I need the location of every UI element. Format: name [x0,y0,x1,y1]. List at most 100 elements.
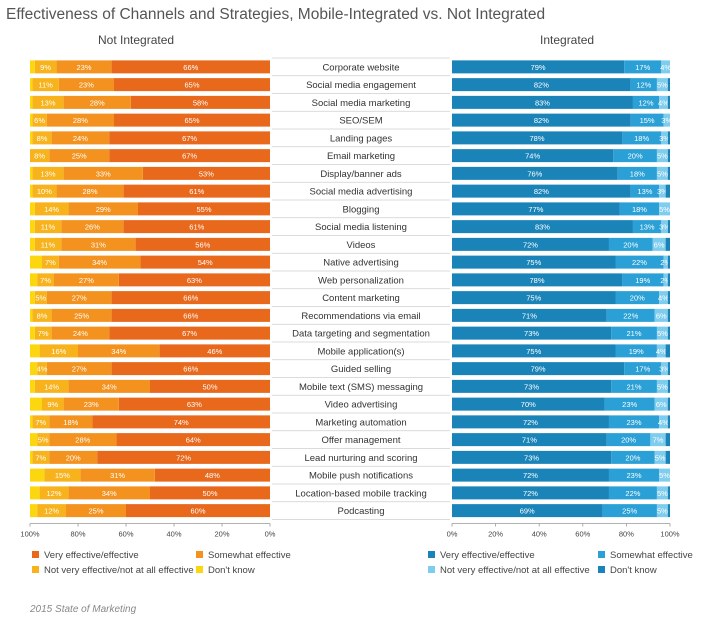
bar-right-don-t-know-display-banner-ads [667,166,670,180]
bar-right-not-very-effective-not-at-all-effective-offer-management [650,433,666,447]
bar-left-very-effective-effective-corporate-website [111,60,270,74]
bar-left-don-t-know-data-targeting-and-segmentation [30,326,35,340]
bar-left-very-effective-effective-mobile-application-s [159,344,270,358]
data-label-right-social-media-listening: 3% [659,223,670,232]
data-label-right-native-advertising: 22% [632,258,647,267]
bar-right-very-effective-effective-mobile-application-s [452,344,616,358]
category-label-marketing-automation: Marketing automation [315,417,406,428]
data-label-right-marketing-automation: 23% [627,418,642,427]
data-label-left-videos: 31% [91,240,106,249]
bar-left-very-effective-effective-lead-nurturing-and-scoring [97,450,270,464]
data-label-right-blogging: 18% [632,205,647,214]
data-label-left-guided-selling: 66% [183,365,198,374]
data-label-left-offer-management: 28% [75,436,90,445]
bar-right-don-t-know-offer-management [665,433,670,447]
data-label-left-mobile-application-s: 34% [111,347,126,356]
bar-left-very-effective-effective-seo-sem [114,113,270,127]
data-label-right-seo-sem: 15% [640,116,655,125]
bar-left-not-very-effective-not-at-all-effective-email-marketing [30,149,50,163]
bar-right-somewhat-effective-seo-sem [630,113,664,127]
bar-left-not-very-effective-not-at-all-effective-location-based-mobile-tracking [39,486,69,500]
data-label-left-social-media-engagement: 23% [79,81,94,90]
data-label-left-corporate-website: 23% [76,63,91,72]
data-label-left-email-marketing: 25% [72,152,87,161]
bar-right-don-t-know-marketing-automation [667,415,670,429]
bar-right-very-effective-effective-mobile-push-notifications [452,468,609,482]
data-label-left-location-based-mobile-tracking: 12% [46,489,61,498]
category-label-web-personalization: Web personalization [318,275,404,286]
bar-left-don-t-know-mobile-application-s [30,344,40,358]
category-label-recommendations-via-email: Recommendations via email [301,311,420,322]
bar-right-somewhat-effective-guided-selling [624,362,662,376]
category-label-video-advertising: Video advertising [325,400,398,411]
bar-left-somewhat-effective-blogging [68,202,138,216]
bar-left-somewhat-effective-email-marketing [49,149,110,163]
category-label-native-advertising: Native advertising [323,258,399,269]
data-label-left-content-marketing: 66% [183,294,198,303]
data-label-left-social-media-engagement: 11% [38,81,53,90]
bar-right-don-t-know-email-marketing [667,149,670,163]
bar-left-very-effective-effective-mobile-push-notifications [154,468,270,482]
bar-left-don-t-know-marketing-automation [30,415,33,429]
bar-right-very-effective-effective-web-personalization [452,273,623,287]
data-label-right-display-banner-ads: 76% [527,169,542,178]
data-label-right-social-media-listening: 13% [640,223,655,232]
bar-right-somewhat-effective-podcasting [602,504,657,518]
bar-right-somewhat-effective-blogging [619,202,660,216]
data-label-right-podcasting: 25% [622,507,637,516]
bar-right-don-t-know-mobile-text-sms-messaging [667,379,670,393]
category-label-corporate-website: Corporate website [322,62,399,73]
bar-right-not-very-effective-not-at-all-effective-mobile-text-sms-messaging [656,379,668,393]
data-label-left-email-marketing: 67% [182,152,197,161]
data-label-right-marketing-automation: 72% [523,418,538,427]
category-label-content-marketing: Content marketing [322,293,400,304]
data-label-right-recommendations-via-email: 6% [656,311,667,320]
category-label-offer-management: Offer management [321,435,400,446]
bar-right-not-very-effective-not-at-all-effective-mobile-push-notifications [659,468,670,482]
data-label-right-corporate-website: 4% [660,63,671,72]
data-label-left-social-media-marketing: 13% [40,98,55,107]
legend-label-right-very-effective-effective: Very effective/effective [440,550,535,561]
data-label-left-video-advertising: 23% [84,400,99,409]
bar-left-don-t-know-content-marketing [30,291,35,305]
data-label-right-seo-sem: 3% [661,116,672,125]
data-label-right-lead-nurturing-and-scoring: 20% [625,453,640,462]
bar-left-very-effective-effective-email-marketing [109,149,270,163]
data-label-right-mobile-text-sms-messaging: 21% [627,382,642,391]
legend-swatch-right-somewhat-effective [598,551,605,558]
bar-right-somewhat-effective-data-targeting-and-segmentation [611,326,657,340]
right-panel-label: Integrated [540,33,595,47]
bar-right-somewhat-effective-display-banner-ads [617,166,657,180]
bar-left-somewhat-effective-corporate-website [56,60,112,74]
bar-left-somewhat-effective-native-advertising [58,255,141,269]
data-label-right-recommendations-via-email: 71% [522,311,537,320]
data-label-right-data-targeting-and-segmentation: 5% [657,329,668,338]
category-label-data-targeting-and-segmentation: Data targeting and segmentation [292,329,430,340]
bar-left-very-effective-effective-landing-pages [109,131,270,145]
data-label-right-email-marketing: 74% [525,152,540,161]
data-label-left-mobile-push-notifications: 15% [55,471,70,480]
data-label-left-social-media-advertising: 10% [37,187,52,196]
bar-left-very-effective-effective-display-banner-ads [142,166,270,180]
bar-left-very-effective-effective-recommendations-via-email [111,308,270,322]
data-label-left-web-personalization: 7% [40,276,51,285]
bar-right-very-effective-effective-seo-sem [452,113,631,127]
bar-left-somewhat-effective-social-media-advertising [56,184,124,198]
tick-label-left: 20% [214,530,229,539]
bar-left-somewhat-effective-videos [61,237,136,251]
bar-right-don-t-know-social-media-marketing [667,95,670,109]
category-label-podcasting: Podcasting [337,506,384,517]
tick-label-right: 0% [447,530,458,539]
bar-right-not-very-effective-not-at-all-effective-mobile-application-s [656,344,666,358]
bar-left-not-very-effective-not-at-all-effective-marketing-automation [32,415,50,429]
bar-left-don-t-know-social-media-advertising [30,184,33,198]
category-label-location-based-mobile-tracking: Location-based mobile tracking [295,488,427,499]
legend-swatch-left-very-effective-effective [32,551,39,558]
data-label-right-podcasting: 69% [520,507,535,516]
category-label-blogging: Blogging [343,204,380,215]
bar-left-somewhat-effective-mobile-push-notifications [80,468,155,482]
bar-right-not-very-effective-not-at-all-effective-social-media-advertising [659,184,666,198]
data-label-left-social-media-listening: 26% [85,223,100,232]
bar-left-somewhat-effective-social-media-engagement [58,78,114,92]
data-label-left-marketing-automation: 18% [63,418,78,427]
